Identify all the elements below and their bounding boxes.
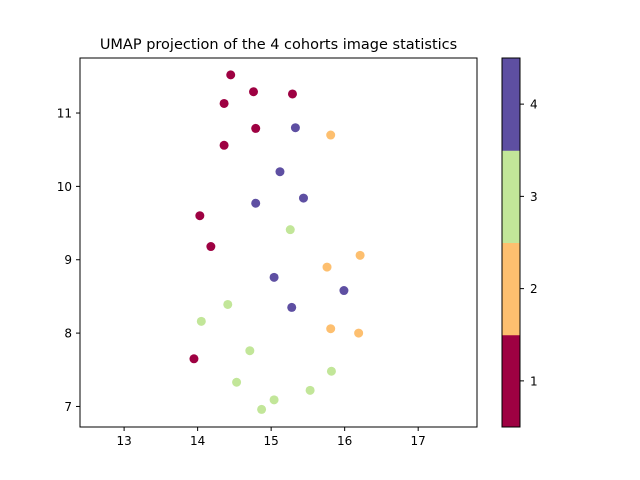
scatter-point-cohort-2 xyxy=(326,324,336,334)
chart-title: UMAP projection of the 4 cohorts image s… xyxy=(100,37,457,53)
scatter-point-cohort-3 xyxy=(326,366,336,376)
x-tick-label: 17 xyxy=(411,434,426,448)
scatter-point-cohort-4 xyxy=(251,198,261,208)
colorbar-segment-1 xyxy=(502,334,520,428)
y-tick-label: 11 xyxy=(57,107,72,121)
scatter-point-cohort-2 xyxy=(355,250,365,260)
scatter-point-cohort-3 xyxy=(269,395,279,405)
x-tick-label: 14 xyxy=(190,434,205,448)
scatter-point-cohort-3 xyxy=(245,346,255,356)
scatter-point-cohort-4 xyxy=(339,286,349,296)
colorbar-frame xyxy=(501,57,521,428)
scatter-point-cohort-4 xyxy=(290,123,300,133)
colorbar-tick-label: 1 xyxy=(530,374,538,388)
colorbar: 1 2 3 4 xyxy=(501,57,538,428)
scatter-point-cohort-1 xyxy=(219,140,229,150)
scatter-point-cohort-3 xyxy=(305,385,315,395)
scatter-point-cohort-3 xyxy=(232,377,242,387)
colorbar-segment-2 xyxy=(502,242,520,336)
y-tick-label: 8 xyxy=(64,327,72,341)
colorbar-tick-label: 2 xyxy=(530,282,538,296)
scatter-point-cohort-2 xyxy=(354,328,364,338)
scatter-point-cohort-4 xyxy=(287,302,297,312)
x-tick-label: 15 xyxy=(264,434,279,448)
scatter-point-cohort-3 xyxy=(257,404,267,414)
scatter-point-cohort-4 xyxy=(298,193,308,203)
scatter-point-cohort-2 xyxy=(326,130,336,140)
colorbar-segment-4 xyxy=(502,58,520,151)
x-tick-label: 13 xyxy=(116,434,131,448)
scatter-point-cohort-1 xyxy=(226,70,236,80)
axes-frame xyxy=(79,57,478,428)
scatter-point-cohort-1 xyxy=(219,98,229,108)
colorbar-tick-label: 4 xyxy=(530,98,538,112)
scatter-point-cohort-1 xyxy=(249,87,259,97)
colorbar-segment-3 xyxy=(502,150,520,243)
x-tick-label: 16 xyxy=(337,434,352,448)
scatter-point-cohort-1 xyxy=(251,123,261,133)
scatter-point-cohort-1 xyxy=(206,242,216,252)
scatter-point-cohort-1 xyxy=(195,211,205,221)
scatter-point-cohort-1 xyxy=(287,89,297,99)
y-tick-label: 7 xyxy=(64,400,72,414)
scatter-point-cohort-4 xyxy=(269,272,279,282)
scatter-point-cohort-3 xyxy=(196,316,206,326)
y-tick-label: 9 xyxy=(64,253,72,267)
scatter-point-cohort-4 xyxy=(275,167,285,177)
scatter-point-cohort-2 xyxy=(322,262,332,272)
y-tick-label: 10 xyxy=(57,180,72,194)
scatter-point-cohort-1 xyxy=(189,354,199,364)
scatter-point-cohort-3 xyxy=(285,225,295,235)
scatter-point-cohort-3 xyxy=(223,299,233,309)
colorbar-tick-label: 3 xyxy=(530,190,538,204)
plot-area: 13 14 15 16 17 7 8 9 10 11 xyxy=(57,57,478,448)
